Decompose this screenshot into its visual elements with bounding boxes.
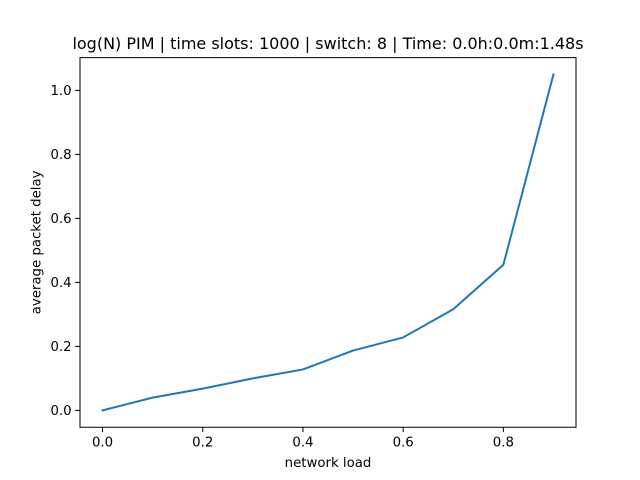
- y-tick-label: 0.2: [50, 340, 71, 355]
- series-layer: [101, 73, 555, 412]
- y-axis: 0.0 0.2 0.4 0.6 0.8 1.0: [50, 84, 80, 419]
- y-tick-label: 0.6: [50, 212, 71, 227]
- y-tick-label: 0.0: [50, 404, 71, 419]
- axes-frame: [79, 57, 577, 428]
- x-tick-label: 0.4: [292, 436, 313, 451]
- y-axis-label: average packet delay: [30, 170, 45, 314]
- y-tick-label: 1.0: [50, 84, 71, 99]
- x-tick-label: 0.6: [393, 436, 414, 451]
- chart-title: log(N) PIM | time slots: 1000 | switch: …: [72, 34, 583, 53]
- x-tick-label: 0.2: [192, 436, 213, 451]
- x-tick-label: 0.0: [92, 436, 113, 451]
- plot-area: [80, 57, 576, 428]
- x-axis: 0.0 0.2 0.4 0.6 0.8: [92, 427, 514, 451]
- x-tick-label: 0.8: [493, 436, 514, 451]
- y-tick-label: 0.4: [50, 276, 71, 291]
- series-line-1: [101, 73, 555, 412]
- y-tick-label: 0.8: [50, 148, 71, 163]
- x-axis-label: network load: [285, 456, 372, 471]
